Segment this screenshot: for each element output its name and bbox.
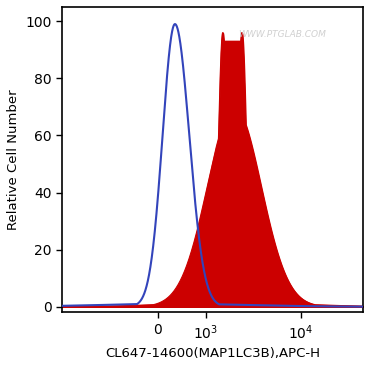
X-axis label: CL647-14600(MAP1LC3B),APC-H: CL647-14600(MAP1LC3B),APC-H xyxy=(105,347,320,360)
Y-axis label: Relative Cell Number: Relative Cell Number xyxy=(7,90,20,230)
Text: WWW.PTGLAB.COM: WWW.PTGLAB.COM xyxy=(238,30,326,39)
